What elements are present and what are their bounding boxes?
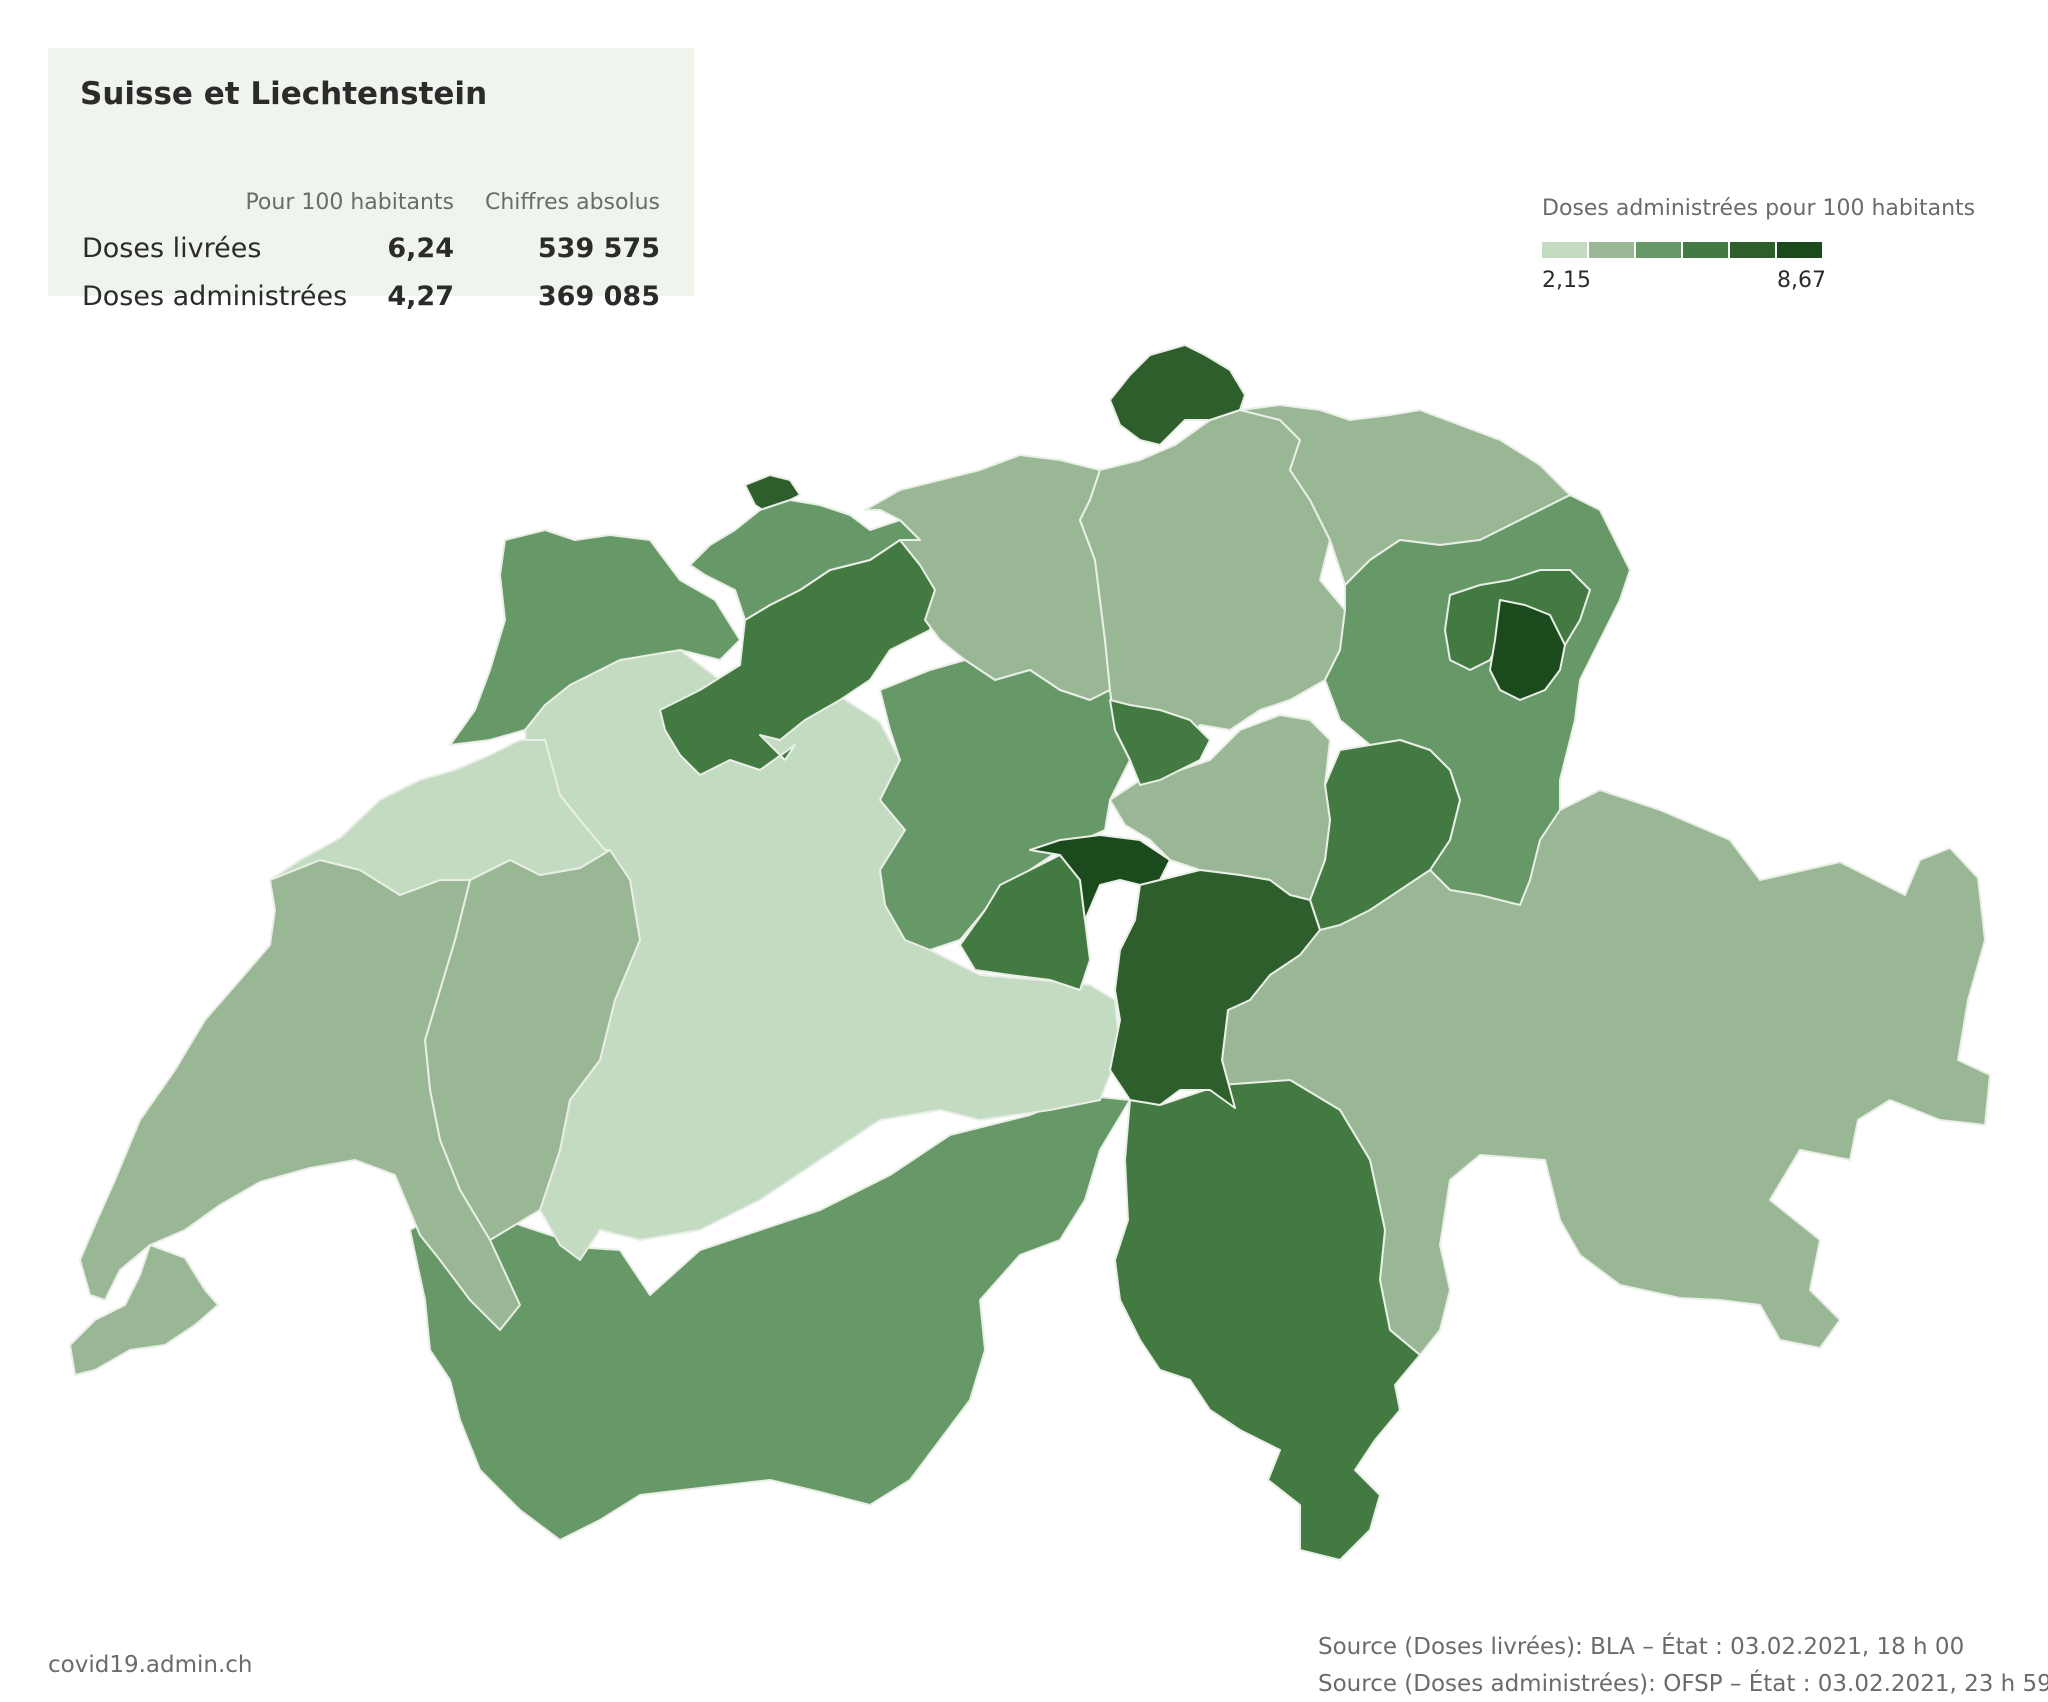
value-delivered-absolute: 539 575 — [537, 233, 660, 264]
legend-swatch-1 — [1542, 242, 1587, 258]
canton-ge[interactable] — [69, 1244, 219, 1376]
legend-swatch-4 — [1683, 242, 1728, 258]
summary-title: Suisse et Liechtenstein — [80, 76, 488, 112]
canton-ne[interactable] — [269, 739, 611, 896]
legend-swatch-2 — [1589, 242, 1634, 258]
value-delivered-per-100: 6,24 — [387, 233, 454, 264]
canton-vs[interactable] — [409, 1094, 1131, 1541]
canton-vd[interactable] — [79, 859, 521, 1331]
row-label-doses-delivered: Doses livrées — [82, 233, 262, 264]
legend-max-label: 8,67 — [1777, 268, 1826, 293]
canton-zg[interactable] — [1109, 699, 1211, 786]
canton-sz[interactable] — [1109, 714, 1331, 901]
legend-swatch-3 — [1636, 242, 1681, 258]
canton-ju[interactable] — [449, 529, 741, 746]
source-delivered: Source (Doses livrées): BLA – État : 03.… — [1318, 1634, 1965, 1660]
legend-title: Doses administrées pour 100 habitants — [1542, 196, 1976, 221]
column-header-per-100: Pour 100 habitants — [245, 190, 454, 215]
legend-min-label: 2,15 — [1542, 268, 1591, 293]
legend-swatch-5 — [1730, 242, 1775, 258]
summary-panel: Suisse et Liechtenstein Pour 100 habitan… — [48, 48, 694, 312]
column-header-absolute: Chiffres absolus — [484, 190, 660, 215]
legend-color-scale — [1542, 242, 1824, 258]
canton-bl[interactable] — [689, 499, 921, 621]
value-administered-per-100: 4,27 — [387, 281, 454, 312]
canton-ur[interactable] — [1109, 869, 1321, 1109]
site-url: covid19.admin.ch — [48, 1652, 253, 1678]
source-administered: Source (Doses administrées): OFSP – État… — [1318, 1671, 2048, 1697]
canton-ti[interactable] — [1114, 1079, 1421, 1561]
legend-swatch-6 — [1777, 242, 1822, 258]
canton-lu[interactable] — [879, 659, 1131, 951]
row-label-doses-administered: Doses administrées — [82, 281, 348, 312]
canton-sh[interactable] — [1109, 344, 1246, 446]
canton-ai[interactable] — [1489, 599, 1566, 701]
value-administered-absolute: 369 085 — [537, 281, 660, 312]
